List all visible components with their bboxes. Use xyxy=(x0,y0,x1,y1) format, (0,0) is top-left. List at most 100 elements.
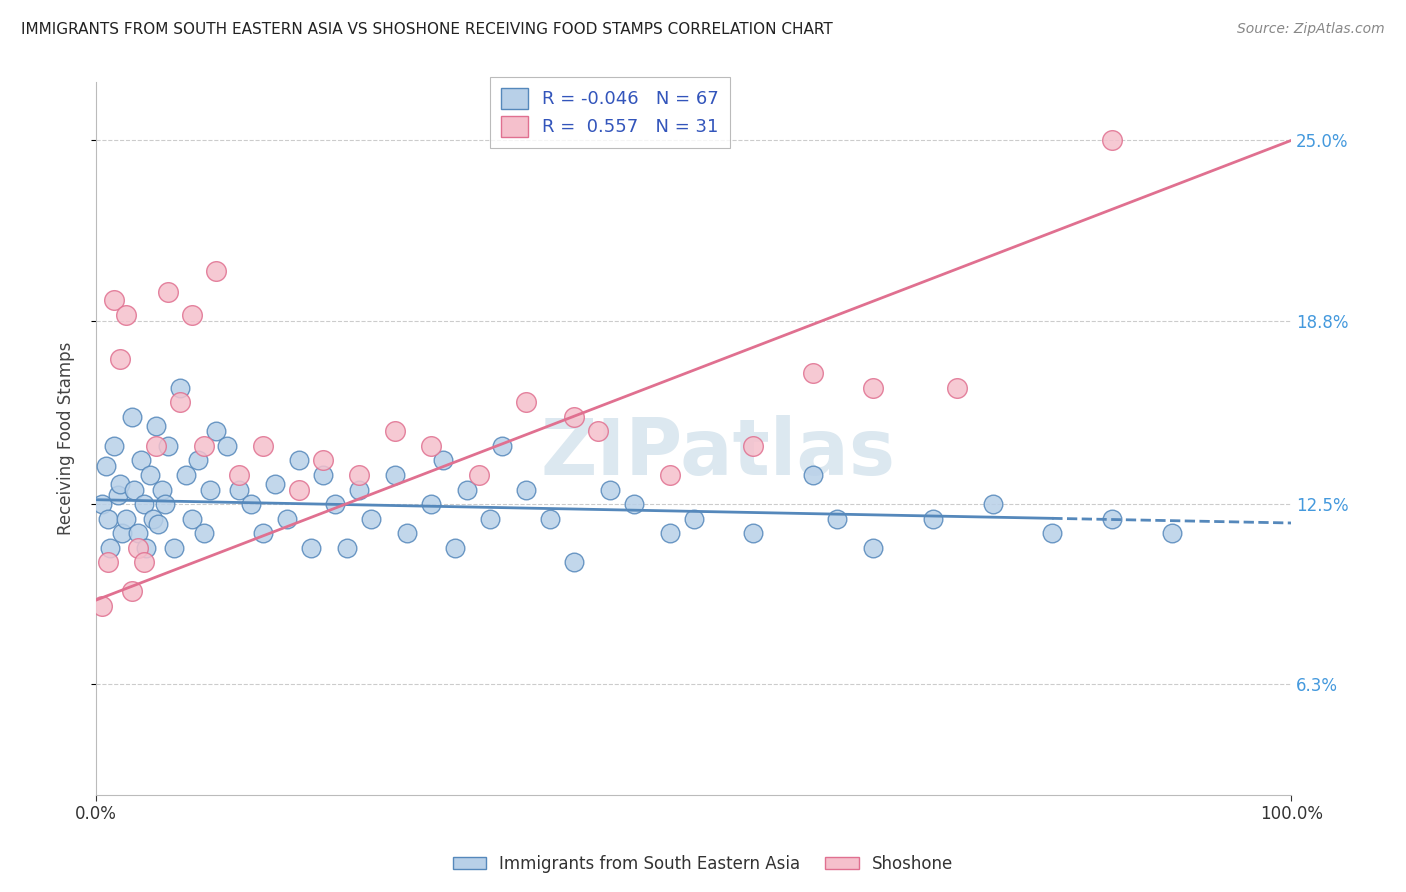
Text: Source: ZipAtlas.com: Source: ZipAtlas.com xyxy=(1237,22,1385,37)
Point xyxy=(132,555,155,569)
Point xyxy=(682,511,704,525)
Point xyxy=(228,483,250,497)
Point xyxy=(862,381,884,395)
Point xyxy=(122,483,145,497)
Point xyxy=(1040,526,1063,541)
Text: IMMIGRANTS FROM SOUTH EASTERN ASIA VS SHOSHONE RECEIVING FOOD STAMPS CORRELATION: IMMIGRANTS FROM SOUTH EASTERN ASIA VS SH… xyxy=(21,22,832,37)
Point xyxy=(1160,526,1182,541)
Point xyxy=(217,439,239,453)
Point xyxy=(323,497,346,511)
Point xyxy=(945,381,967,395)
Point xyxy=(108,476,131,491)
Point xyxy=(115,511,138,525)
Point xyxy=(145,418,167,433)
Point xyxy=(801,467,824,482)
Point xyxy=(193,439,215,453)
Point xyxy=(742,439,765,453)
Point xyxy=(142,511,165,525)
Point xyxy=(169,381,191,395)
Point xyxy=(395,526,418,541)
Point xyxy=(127,526,149,541)
Point xyxy=(312,453,335,467)
Point xyxy=(156,285,179,299)
Point xyxy=(145,439,167,453)
Point xyxy=(132,497,155,511)
Point xyxy=(108,351,131,366)
Point xyxy=(742,526,765,541)
Point xyxy=(135,541,157,555)
Point xyxy=(193,526,215,541)
Point xyxy=(91,599,114,613)
Point xyxy=(107,488,129,502)
Point xyxy=(432,453,454,467)
Point xyxy=(515,395,537,409)
Point xyxy=(187,453,209,467)
Point xyxy=(538,511,561,525)
Point xyxy=(98,541,121,555)
Point xyxy=(94,459,117,474)
Point xyxy=(456,483,478,497)
Point xyxy=(312,467,335,482)
Point xyxy=(276,511,298,525)
Point xyxy=(443,541,465,555)
Point xyxy=(467,467,489,482)
Point xyxy=(204,425,226,439)
Point xyxy=(1101,511,1123,525)
Point xyxy=(121,584,143,599)
Legend: Immigrants from South Eastern Asia, Shoshone: Immigrants from South Eastern Asia, Shos… xyxy=(446,848,960,880)
Point xyxy=(288,453,311,467)
Point xyxy=(139,467,162,482)
Point xyxy=(155,497,177,511)
Y-axis label: Receiving Food Stamps: Receiving Food Stamps xyxy=(58,342,75,535)
Point xyxy=(288,483,311,497)
Point xyxy=(299,541,322,555)
Point xyxy=(111,526,134,541)
Point xyxy=(115,308,138,322)
Point xyxy=(97,555,120,569)
Point xyxy=(1101,133,1123,147)
Point xyxy=(180,511,202,525)
Point xyxy=(121,409,143,424)
Point xyxy=(228,467,250,482)
Point xyxy=(419,497,441,511)
Point xyxy=(264,476,287,491)
Point xyxy=(347,467,370,482)
Point xyxy=(419,439,441,453)
Point xyxy=(180,308,202,322)
Point xyxy=(384,425,406,439)
Point xyxy=(801,366,824,380)
Point xyxy=(347,483,370,497)
Point xyxy=(599,483,621,497)
Point xyxy=(156,439,179,453)
Point xyxy=(562,409,585,424)
Point xyxy=(360,511,382,525)
Point xyxy=(384,467,406,482)
Point xyxy=(515,483,537,497)
Point xyxy=(658,467,681,482)
Point xyxy=(204,264,226,278)
Point xyxy=(862,541,884,555)
Point xyxy=(623,497,645,511)
Point xyxy=(174,467,197,482)
Point xyxy=(103,293,125,308)
Point xyxy=(198,483,221,497)
Point xyxy=(586,425,609,439)
Point xyxy=(103,439,125,453)
Point xyxy=(562,555,585,569)
Point xyxy=(169,395,191,409)
Text: ZIPatlas: ZIPatlas xyxy=(540,415,896,491)
Point xyxy=(479,511,502,525)
Point xyxy=(131,453,153,467)
Point xyxy=(146,517,169,532)
Point xyxy=(825,511,848,525)
Point xyxy=(921,511,943,525)
Point xyxy=(163,541,186,555)
Point xyxy=(336,541,359,555)
Point xyxy=(981,497,1004,511)
Point xyxy=(127,541,149,555)
Point xyxy=(240,497,263,511)
Point xyxy=(150,483,173,497)
Point xyxy=(491,439,513,453)
Point xyxy=(97,511,120,525)
Point xyxy=(91,497,114,511)
